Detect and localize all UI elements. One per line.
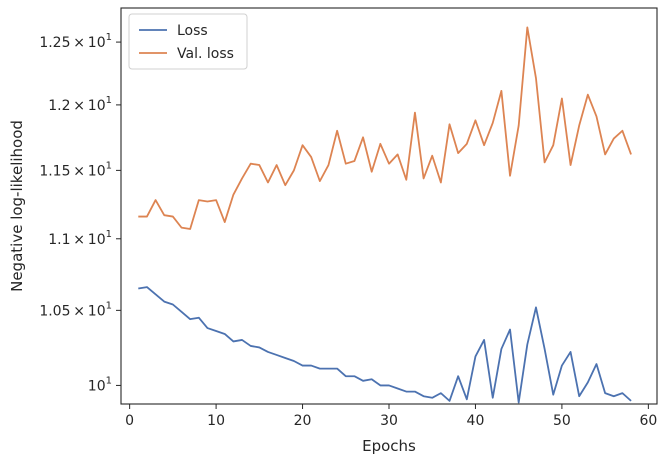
x-tick-label-1: 10 bbox=[207, 413, 225, 429]
series-line-1 bbox=[138, 26, 632, 230]
y-tick-label-1: 1.05 × 101 bbox=[39, 300, 112, 319]
x-tick-label-6: 60 bbox=[639, 413, 657, 429]
x-tick-label-2: 20 bbox=[294, 413, 312, 429]
x-tick-label-5: 50 bbox=[553, 413, 571, 429]
y-tick-label-0: 101 bbox=[88, 375, 112, 394]
series-line-0 bbox=[138, 286, 632, 404]
y-tick-label-4: 1.2 × 101 bbox=[48, 95, 112, 114]
series-layer bbox=[138, 26, 632, 404]
y-axis: 101 1.05 × 101 1.1 × 101 1.15 × 101 1.2 × 10… bbox=[39, 32, 121, 394]
legend: Loss Val. loss bbox=[128, 13, 248, 70]
x-tick-label-4: 40 bbox=[467, 413, 485, 429]
legend-box bbox=[128, 13, 248, 70]
y-tick-label-2: 1.1 × 101 bbox=[48, 229, 112, 248]
x-axis-title: Epochs bbox=[362, 437, 416, 455]
legend-label-loss: Loss bbox=[177, 23, 208, 39]
x-tick-label-0: 0 bbox=[125, 413, 134, 429]
legend-label-val-loss: Val. loss bbox=[177, 46, 234, 62]
x-axis: 0 10 20 30 40 50 60 bbox=[125, 404, 657, 429]
y-tick-label-3: 1.15 × 101 bbox=[39, 160, 112, 179]
y-tick-label-5: 1.25 × 101 bbox=[39, 32, 112, 51]
y-axis-title: Negative log-likelihood bbox=[8, 120, 26, 292]
x-tick-label-3: 30 bbox=[380, 413, 398, 429]
